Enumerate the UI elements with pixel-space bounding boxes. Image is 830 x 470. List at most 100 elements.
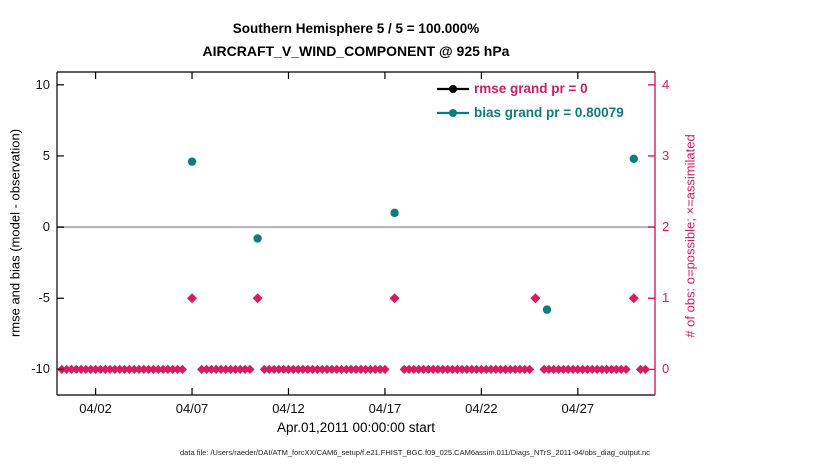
obs-count-zero-marker [486, 364, 496, 374]
obs-count-zero-marker [288, 364, 298, 374]
obs-count-zero-marker [95, 364, 106, 374]
obs-count-zero-marker [582, 364, 593, 374]
obs-count-zero-marker [148, 364, 159, 374]
y-right-tick-label: 4 [662, 76, 670, 92]
obs-count-zero-marker [476, 364, 486, 374]
obs-count-zero-marker [452, 364, 462, 374]
obs-count-zero-marker [515, 364, 525, 374]
obs-count-zero-marker [81, 364, 91, 374]
obs-count-zero-marker [568, 364, 578, 374]
axis-box-black [56, 71, 655, 396]
obs-count-zero-marker [635, 364, 646, 374]
obs-count-zero-marker [433, 364, 443, 374]
obs-count-zero-marker [317, 364, 327, 374]
y-left-tick-label: -5 [38, 290, 50, 306]
obs-count-zero-marker [86, 364, 96, 374]
legend-entry-rmse: rmse grand pr = 0 [474, 81, 588, 96]
obs-count-zero-marker [327, 364, 337, 374]
obs-count-zero-marker [375, 364, 385, 374]
x-tick-label: 04/27 [561, 401, 595, 416]
obs-count-zero-marker [124, 364, 134, 374]
obs-count-assimilated-marker [187, 293, 198, 304]
obs-count-zero-marker [553, 364, 564, 374]
obs-count-zero-marker [76, 364, 86, 374]
obs-count-zero-marker [279, 364, 289, 374]
obs-count-zero-marker [163, 364, 173, 374]
obs-count-zero-marker [221, 364, 231, 374]
obs-count-zero-marker [467, 364, 477, 374]
obs-count-zero-marker [293, 364, 303, 374]
obs-count-zero-marker [298, 364, 308, 374]
x-tick-label: 04/07 [175, 401, 209, 416]
obs-count-zero-marker [172, 364, 183, 374]
obs-count-zero-marker [129, 364, 139, 374]
obs-count-zero-marker [365, 364, 376, 374]
y-left-tick-label: 5 [42, 147, 50, 163]
obs-count-zero-marker [423, 364, 433, 374]
obs-count-assimilated-marker [389, 293, 400, 304]
x-tick-label: 04/22 [465, 401, 498, 416]
obs-count-zero-marker [158, 364, 168, 374]
obs-count-zero-marker [245, 364, 255, 374]
obs-count-zero-marker [544, 364, 554, 374]
y-right-tick-label: 1 [662, 290, 670, 306]
y-axis-right-label: # of obs: o=possible; ×=assimilated [682, 134, 698, 338]
obs-count-zero-marker [409, 364, 419, 374]
obs-count-zero-marker [361, 364, 371, 374]
obs-count-zero-marker [606, 364, 617, 374]
obs-count-zero-marker [139, 364, 149, 374]
obs-count-zero-marker [520, 364, 530, 374]
legend-entry-bias: bias grand pr = 0.80079 [474, 105, 624, 120]
obs-count-zero-marker [370, 364, 380, 374]
obs-count-zero-marker [240, 364, 250, 374]
obs-count-zero-marker [110, 364, 120, 374]
obs-count-zero-marker [216, 364, 226, 374]
obs-count-zero-marker [346, 364, 356, 374]
obs-count-zero-marker [100, 364, 110, 374]
y-left-tick-label: 0 [42, 219, 50, 235]
obs-count-zero-marker [597, 364, 607, 374]
obs-count-zero-marker [414, 364, 424, 374]
obs-count-zero-marker [481, 364, 491, 374]
obs-count-zero-marker [62, 364, 72, 374]
obs-count-zero-marker [549, 364, 559, 374]
obs-count-zero-marker [640, 364, 650, 374]
bias-data-point [629, 154, 638, 163]
legend-bias-marker [449, 109, 457, 117]
obs-count-assimilated-marker [628, 293, 639, 304]
obs-count-zero-marker [558, 364, 568, 374]
obs-count-zero-marker [602, 364, 612, 374]
obs-count-zero-marker [491, 364, 501, 374]
bias-data-point [187, 157, 197, 166]
obs-count-zero-marker [428, 364, 438, 374]
obs-count-zero-marker [404, 364, 414, 374]
obs-count-zero-marker [336, 364, 347, 374]
obs-count-zero-marker [307, 364, 318, 374]
obs-count-zero-marker [197, 364, 207, 374]
obs-count-zero-marker [312, 364, 323, 374]
data-file-caption: data file: /Users/raeder/DAI/ATM_forcXX/… [180, 448, 650, 457]
obs-count-zero-marker [134, 364, 144, 374]
obs-count-zero-marker [201, 364, 212, 374]
x-tick-label: 04/12 [272, 401, 305, 416]
obs-count-zero-marker [119, 364, 130, 374]
plot-title-line2: AIRCRAFT_V_WIND_COMPONENT @ 925 hPa [202, 43, 510, 59]
obs-count-zero-marker [90, 364, 101, 374]
obs-count-zero-marker [332, 364, 342, 374]
obs-count-zero-marker [496, 364, 506, 374]
obs-count-zero-marker [235, 364, 245, 374]
x-tick-label: 04/02 [79, 401, 112, 416]
obs-count-zero-marker [351, 364, 361, 374]
obs-count-zero-marker [616, 364, 626, 374]
obs-count-zero-marker [611, 364, 622, 374]
obs-count-zero-marker [539, 364, 549, 374]
obs-count-zero-marker [573, 364, 583, 374]
obs-count-zero-marker [356, 364, 366, 374]
obs-count-zero-marker [471, 364, 482, 374]
obs-count-zero-marker [144, 364, 154, 374]
obs-count-zero-marker [230, 364, 241, 374]
obs-count-zero-marker [226, 364, 236, 374]
bias-data-point [253, 234, 262, 243]
plot-title-line1: Southern Hemisphere 5 / 5 = 100.000% [232, 21, 480, 36]
x-axis-label: Apr.01,2011 00:00:00 start [276, 420, 436, 435]
